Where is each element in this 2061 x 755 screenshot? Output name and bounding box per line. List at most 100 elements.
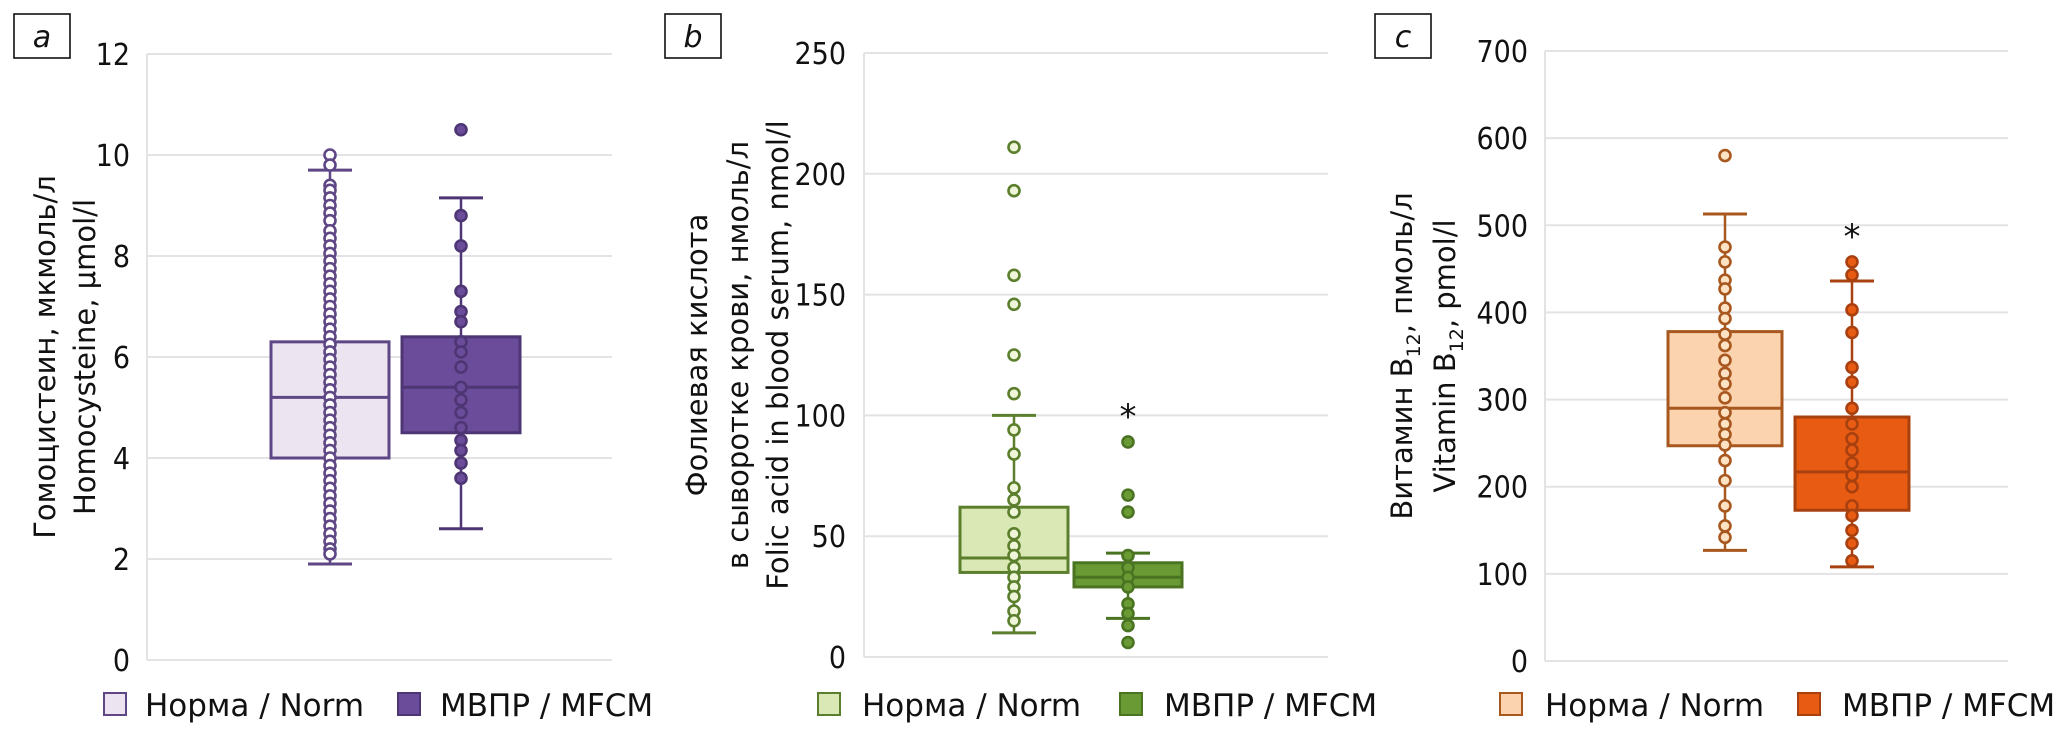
data-point [1718,353,1732,368]
data-point [1718,311,1732,326]
y-tick-label: 400 [1476,296,1528,331]
data-point [1718,377,1732,391]
y-tick-label: 0 [1511,645,1528,680]
y-tick-label: 10 [96,139,130,174]
data-point [454,122,468,137]
legend-swatch [1797,692,1821,716]
y-axis-title-subscript: 12 [1446,328,1468,352]
legend-swatch [397,692,421,716]
legend-label: Норма / Norm [145,688,364,724]
series-mfcm [400,122,522,531]
series-norm [1666,148,1784,552]
data-point [1007,505,1021,519]
data-point [323,158,337,172]
data-point [1718,327,1732,342]
y-axis-title-line: Vitamin B12, pmol/l [1428,219,1468,492]
data-point [1007,493,1021,507]
data-point [1718,473,1732,488]
y-axis-title-text: Витамин B [1385,357,1419,519]
y-axis-title-text: , пмоль/л [1385,192,1419,333]
data-point [454,393,468,407]
legend-swatch [1119,692,1143,716]
data-point [1007,548,1021,563]
data-point [1121,580,1135,594]
data-point [1845,508,1859,523]
data-point [1718,240,1732,254]
panel-letter-box [1374,13,1432,59]
legend-label: МВПР / MFCM [440,688,653,724]
panel-letter: b [683,20,702,55]
data-point [1121,635,1135,650]
data-point [323,547,337,561]
y-tick-label: 100 [794,399,846,434]
data-point [1718,438,1732,452]
data-point [1121,488,1135,502]
data-point [1845,536,1859,551]
significance-marker: * [1844,217,1861,257]
data-point [1007,183,1021,198]
series-norm [269,148,391,566]
series-mfcm: * [1072,397,1184,650]
y-tick-label: 0 [113,644,130,679]
data-point [1121,606,1135,621]
data-point [1718,255,1732,269]
y-axis-title-text: Vitamin B [1428,352,1462,492]
data-point [1845,553,1859,568]
data-point [454,284,468,299]
y-axis-title-line: Фолиевая кислота [680,214,714,497]
data-point [1845,468,1859,483]
series-mfcm: * [1793,217,1911,569]
data-point [1718,148,1732,163]
legend-label: Норма / Norm [862,688,1081,724]
y-tick-label: 8 [113,240,130,275]
legend-swatch [1499,692,1523,716]
panel-letter-box [664,13,722,59]
data-point [1007,481,1021,495]
data-point [454,208,468,223]
y-axis-title-subscript: 12 [1403,333,1425,357]
data-point [1007,268,1021,283]
y-tick-label: 50 [812,520,846,555]
y-axis-title-line: Homocysteine, μmol/l [68,199,102,515]
data-point [1007,348,1021,362]
data-point [1845,360,1859,375]
y-tick-label: 250 [794,37,846,72]
panel-letter-box [13,13,71,59]
data-point [454,239,468,253]
data-point [454,314,468,329]
data-point [1845,523,1859,538]
data-point [1845,417,1859,431]
data-point [454,405,468,420]
data-point [1007,423,1021,437]
data-point [1718,338,1732,353]
y-tick-label: 700 [1476,35,1528,70]
data-point [1845,268,1859,282]
data-point [1007,526,1021,541]
y-tick-label: 0 [829,641,846,676]
y-axis-title-text: , pmol/l [1428,219,1462,328]
legend-label: МВПР / MFCM [1842,688,2055,724]
data-point [1718,282,1732,296]
data-point [1007,297,1021,312]
y-tick-label: 2 [113,543,130,578]
data-point [1718,530,1732,545]
y-tick-label: 100 [1476,558,1528,593]
data-point [1845,255,1859,269]
y-tick-label: 150 [794,279,846,314]
data-point [1845,375,1859,389]
panel-letter: a [33,20,51,55]
data-point [1845,443,1859,457]
data-point [1007,589,1021,604]
legend-swatch [103,692,127,716]
data-point [1718,519,1732,533]
data-point [1718,499,1732,513]
y-axis-title-line: в сыворотке крови, нмоль/л [721,141,755,569]
series-norm [958,140,1070,635]
data-point [454,360,468,374]
data-point [1718,453,1732,468]
y-axis-title-line: Folic acid in blood serum, nmol/l [761,120,795,590]
y-tick-label: 600 [1476,122,1528,157]
panel-letter: c [1395,20,1412,55]
legend-label: Норма / Norm [1545,688,1764,724]
y-tick-label: 4 [113,442,130,477]
